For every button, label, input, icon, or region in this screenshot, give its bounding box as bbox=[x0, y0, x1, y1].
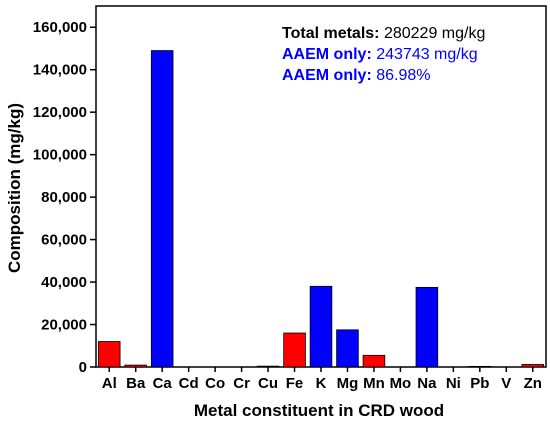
annotations: Total metals: 280229 mg/kg AAEM only: 243… bbox=[282, 25, 485, 84]
bar-cu bbox=[256, 365, 280, 368]
x-tick-label-al: Al bbox=[102, 375, 117, 392]
y-axis-title: Composition (mg/kg) bbox=[5, 103, 24, 273]
y-tick-label: 60,000 bbox=[41, 232, 87, 249]
y-tick-label: 160,000 bbox=[33, 19, 87, 36]
y-tick-label: 20,000 bbox=[41, 317, 87, 334]
annotation-2: AAEM only: 243743 mg/kg bbox=[282, 46, 478, 63]
x-axis-title: Metal constituent in CRD wood bbox=[194, 401, 444, 420]
x-tick-label-v: V bbox=[501, 375, 511, 392]
y-tick-label: 80,000 bbox=[41, 189, 87, 206]
bar-ba bbox=[124, 364, 147, 368]
y-tick-label: 0 bbox=[79, 359, 87, 376]
bar-k bbox=[309, 285, 333, 368]
bar-mg bbox=[336, 329, 359, 368]
x-tick-label-cr: Cr bbox=[233, 375, 250, 392]
bar-ca bbox=[150, 50, 174, 368]
bars bbox=[97, 50, 545, 368]
x-tick-label-mo: Mo bbox=[390, 375, 412, 392]
x-tick-label-fe: Fe bbox=[286, 375, 304, 392]
x-tick-label-mn: Mn bbox=[363, 375, 385, 392]
annotation-3: AAEM only: 86.98% bbox=[282, 67, 430, 84]
x-tick-label-cu: Cu bbox=[258, 375, 278, 392]
bar-fe bbox=[283, 332, 306, 368]
y-tick-label: 40,000 bbox=[41, 274, 87, 291]
x-tick-label-k: K bbox=[316, 375, 327, 392]
y-axis: 0 20,000 40,000 60,000 80,000 100,000 120,000 1… bbox=[33, 19, 96, 376]
x-tick-label-ca: Ca bbox=[153, 375, 173, 392]
x-tick-label-ba: Ba bbox=[126, 375, 146, 392]
x-tick-label-cd: Cd bbox=[179, 375, 199, 392]
y-tick-label: 140,000 bbox=[33, 62, 87, 79]
x-tick-label-zn: Zn bbox=[524, 375, 542, 392]
annotation-1: Total metals: 280229 mg/kg bbox=[282, 25, 485, 42]
y-tick-label: 120,000 bbox=[33, 104, 87, 121]
bar-zn bbox=[521, 364, 545, 368]
bar-na bbox=[415, 286, 439, 368]
x-tick-label-ni: Ni bbox=[446, 375, 461, 392]
y-tick-label: 100,000 bbox=[33, 147, 87, 164]
bar-al bbox=[97, 341, 121, 368]
x-tick-label-co: Co bbox=[205, 375, 225, 392]
x-tick-label-pb: Pb bbox=[470, 375, 489, 392]
x-tick-label-mg: Mg bbox=[337, 375, 359, 392]
x-tick-label-na: Na bbox=[417, 375, 437, 392]
bar-mn bbox=[362, 354, 386, 368]
x-axis: Al Ba Ca Cd Co Cr Cu Fe K Mg Mn Mo Na Ni Pb V Zn bbox=[102, 367, 542, 392]
